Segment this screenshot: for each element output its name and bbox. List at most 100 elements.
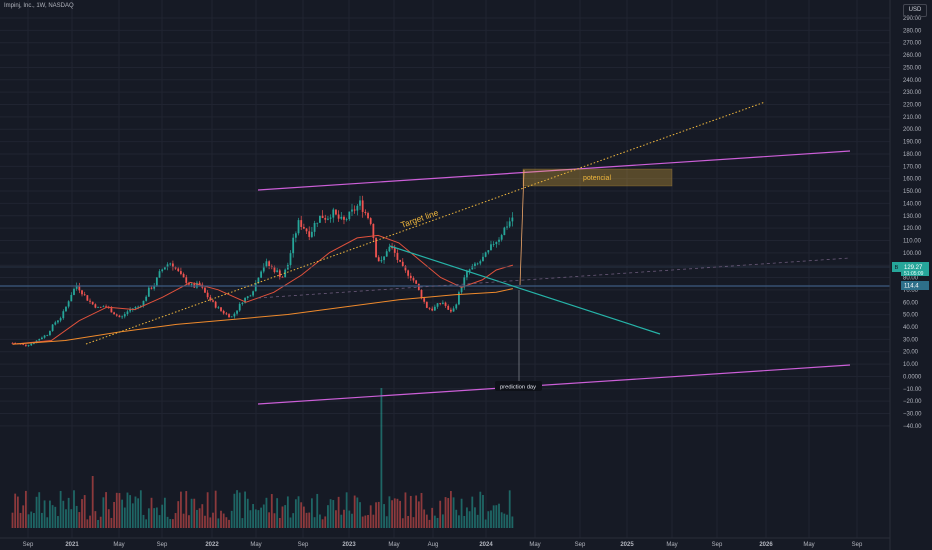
candle-body <box>319 215 321 223</box>
volume-bar <box>270 494 273 528</box>
volume-bar <box>38 492 41 528</box>
candle-body <box>273 267 276 272</box>
volume-bar <box>479 491 482 528</box>
target-line-label: Target line <box>399 207 440 230</box>
y-tick-label: −30.00 <box>903 412 922 418</box>
currency-button[interactable]: USD <box>903 4 927 17</box>
volume-bar <box>433 515 436 528</box>
series-marker-badge <box>892 262 901 272</box>
volume-bar <box>420 492 423 528</box>
volume-bar <box>492 505 495 528</box>
volume-bar <box>396 498 399 528</box>
volume-bar <box>241 518 244 528</box>
volume-bar <box>364 515 367 528</box>
volume-bar <box>495 505 498 528</box>
candle-body <box>65 306 67 312</box>
volume-bar <box>294 499 297 528</box>
x-tick-label: 2022 <box>205 542 219 548</box>
volume-bar <box>404 492 407 528</box>
volume-bar <box>22 505 25 528</box>
volume-bar <box>161 504 164 528</box>
candle-body <box>335 209 337 215</box>
candle-body <box>396 252 399 260</box>
volume-bar <box>134 496 137 528</box>
volume-bar <box>49 500 51 528</box>
volume-bar <box>252 504 254 528</box>
volume-bar <box>97 519 99 528</box>
y-tick-label: 230.00 <box>903 90 922 96</box>
candle-body <box>115 314 118 316</box>
volume-bar <box>126 492 129 528</box>
candle-body <box>316 222 319 224</box>
candle-body <box>302 226 305 229</box>
candle-body <box>30 343 33 346</box>
volume-bar <box>265 497 268 528</box>
candle-body <box>468 269 471 272</box>
candle-body <box>257 277 260 284</box>
volume-bar <box>329 499 332 528</box>
y-tick-label: 240.00 <box>903 78 922 84</box>
volume-bar <box>35 496 38 528</box>
candle-body <box>313 222 316 232</box>
candle-body <box>351 209 353 212</box>
y-tick-label: 110.00 <box>903 238 922 244</box>
volume-bar <box>401 518 404 528</box>
volume-bar <box>498 503 500 528</box>
candle-body <box>137 306 140 308</box>
candle-body <box>292 237 295 254</box>
volume-bar <box>46 517 49 528</box>
volume-bar <box>145 519 148 528</box>
candle-body <box>113 312 115 315</box>
target-line <box>85 101 766 345</box>
volume-bar <box>86 519 89 528</box>
volume-bar <box>30 511 33 528</box>
volume-bar <box>356 497 359 528</box>
candle-body <box>62 311 65 319</box>
candle-body <box>78 285 81 291</box>
potential-zone-box <box>522 168 673 187</box>
volume-bar <box>158 515 161 528</box>
candle-body <box>134 307 137 309</box>
candle-body <box>281 276 284 278</box>
candle-body <box>163 266 166 270</box>
x-tick-label: May <box>803 542 814 548</box>
candle-body <box>276 270 279 272</box>
y-tick-label: 170.00 <box>903 164 922 170</box>
volume-bar <box>73 490 75 528</box>
candle-body <box>479 261 482 264</box>
volume-bar <box>391 500 393 528</box>
volume-bar <box>292 513 295 528</box>
x-tick-label: 2025 <box>620 542 634 548</box>
volume-bar <box>278 517 281 528</box>
y-tick-label: 40.00 <box>903 325 919 331</box>
x-tick-label: 2024 <box>479 542 493 548</box>
moving-average-slow-line <box>12 288 514 345</box>
y-tick-label: 50.00 <box>903 313 919 319</box>
volume-bar <box>14 493 17 528</box>
volume-bar <box>385 516 388 528</box>
candle-body <box>431 308 434 311</box>
y-tick-label: 70.00 <box>903 288 919 294</box>
candle-body <box>198 282 201 285</box>
y-tick-label: 60.00 <box>903 300 919 306</box>
candle-body <box>19 343 22 345</box>
y-tick-label: 140.00 <box>903 201 922 207</box>
volume-bar <box>180 491 182 528</box>
candle-body <box>452 308 455 312</box>
candle-body <box>439 303 442 305</box>
volume-bar <box>198 508 201 528</box>
candle-body <box>105 306 107 308</box>
price-badge <box>901 262 929 276</box>
candle-body <box>337 214 340 219</box>
candle-body <box>41 337 43 340</box>
x-tick-label: Sep <box>852 542 863 548</box>
candle-body <box>391 246 393 249</box>
x-tick-label: 2021 <box>65 542 79 548</box>
candle-body <box>209 297 212 301</box>
volume-bar <box>78 512 81 528</box>
level-badge <box>901 281 929 290</box>
candle-body <box>503 227 506 236</box>
x-tick-label: Aug <box>428 542 439 548</box>
volume-bar <box>476 514 479 528</box>
